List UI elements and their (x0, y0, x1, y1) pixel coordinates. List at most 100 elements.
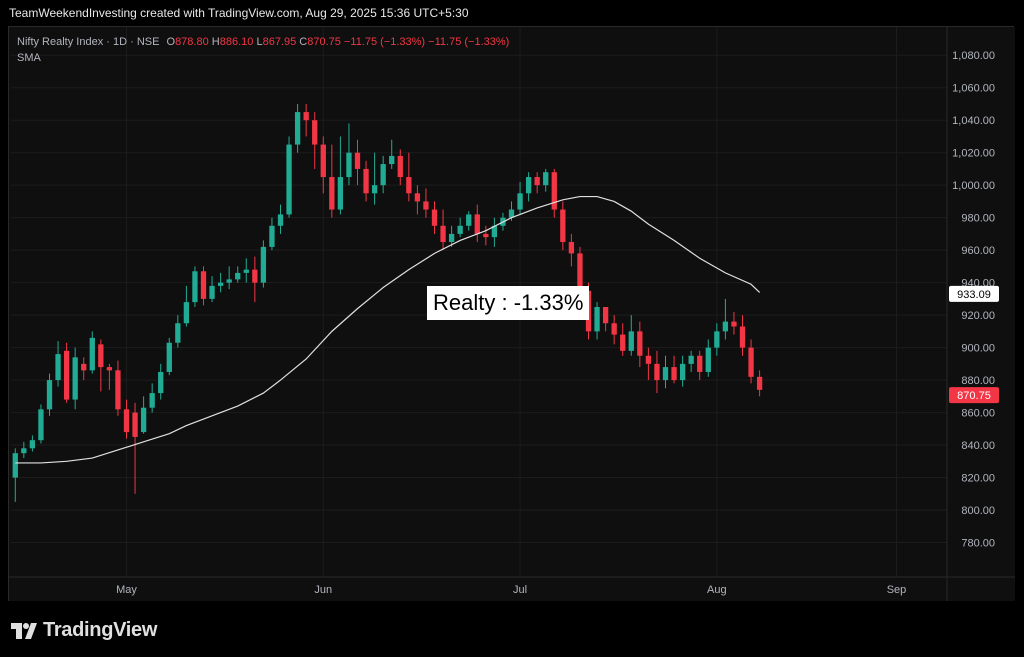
legend-indicator-row[interactable]: SMA (17, 50, 509, 66)
candle-body (294, 112, 301, 145)
candle-body (354, 152, 361, 169)
candle-body (654, 363, 660, 381)
y-tick-label: 980.00 (961, 213, 995, 225)
candle-body (423, 201, 429, 210)
tradingview-logo-text: TradingView (43, 619, 158, 641)
candle-body (568, 242, 575, 254)
legend-open-label: O (166, 36, 176, 48)
candle-body (55, 354, 61, 381)
candle-body (329, 177, 335, 210)
candle-body (81, 363, 87, 371)
candle-body (209, 285, 215, 299)
candle-body (748, 347, 754, 377)
candle-body (594, 307, 600, 332)
y-tick-label: 800.00 (961, 505, 995, 517)
realty-annotation: Realty : -1.33% (427, 286, 590, 320)
candle-body (346, 152, 352, 178)
candle-body (89, 337, 95, 371)
legend-sma-label[interactable]: SMA (17, 52, 41, 64)
candle-body (38, 409, 44, 441)
candle-body (260, 246, 267, 283)
candle-body (714, 331, 720, 348)
candle-body (29, 440, 36, 449)
candle-body (628, 331, 634, 351)
candle-body (517, 193, 523, 210)
legend-high-label: H (211, 36, 220, 48)
candle-body (705, 347, 711, 372)
chart-legend: Nifty Realty Index · 1D · NSE O878.80 H8… (17, 34, 509, 66)
y-tick-label: 820.00 (961, 473, 995, 485)
candle-body (63, 350, 70, 400)
x-tick-label: Aug (707, 584, 727, 596)
sma-value-tag-bg (949, 285, 999, 302)
candle-body (756, 376, 763, 390)
candle-body (543, 172, 549, 186)
candle-body (739, 326, 746, 348)
candle-body (277, 214, 284, 226)
y-tick-label: 1,020.00 (952, 148, 995, 160)
y-tick-label: 1,000.00 (952, 180, 995, 192)
candle-body (303, 112, 309, 121)
candle-body (577, 253, 583, 291)
candle-body (483, 233, 489, 238)
candle-body (286, 144, 292, 215)
y-tick-label: 880.00 (961, 375, 995, 387)
candle-body (46, 380, 53, 410)
candle-body (466, 214, 472, 226)
attribution-text: TeamWeekendInvesting created with Tradin… (9, 6, 469, 20)
candle-body (722, 321, 729, 332)
x-tick-label: May (116, 584, 137, 596)
y-tick-label: 960.00 (961, 245, 995, 257)
candle-body (414, 193, 421, 202)
last-price-tag-bg (949, 387, 999, 404)
candle-body (363, 168, 369, 194)
candle-body (474, 214, 480, 234)
sma-value-tag: 933.09 (957, 289, 991, 301)
candle-body (337, 177, 344, 210)
candle-body (620, 334, 626, 351)
candle-body (217, 282, 224, 286)
candle-body (508, 209, 515, 218)
y-tick-label: 840.00 (961, 440, 995, 452)
candle-body (457, 225, 463, 234)
candle-body (645, 355, 652, 364)
legend-symbol[interactable]: Nifty Realty Index · 1D · NSE (17, 36, 160, 48)
candle-body (320, 144, 326, 178)
candle-body (525, 177, 532, 194)
candle-body (312, 120, 318, 145)
candle-body (560, 209, 566, 243)
candle-body (491, 225, 498, 238)
chart-frame[interactable]: 780.00 800.00 820.00 840.00 860.00 880.00 900.… (8, 26, 1015, 602)
candle-body (235, 272, 241, 280)
legend-ohlc-row: Nifty Realty Index · 1D · NSE O878.80 H8… (17, 34, 509, 50)
candle-body (637, 331, 643, 356)
candle-body (431, 209, 438, 226)
legend-low-value: 867.95 (262, 36, 297, 48)
candle-body (389, 155, 395, 165)
y-tick-label: 920.00 (961, 310, 995, 322)
tradingview-logo-icon (11, 622, 37, 639)
x-tick-label: Jul (513, 584, 527, 596)
legend-change: −11.75 (−1.33%) (343, 36, 426, 48)
legend-close-value: 870.75 (307, 36, 341, 48)
candle-body (671, 367, 677, 381)
legend-change-repeat: −11.75 (−1.33%) (428, 36, 510, 48)
y-tick-label: 1,080.00 (952, 50, 995, 62)
footer: TradingView (0, 601, 1024, 657)
header-bar: TeamWeekendInvesting created with Tradin… (0, 0, 1024, 26)
y-tick-label: 860.00 (961, 408, 995, 420)
legend-low-label: L (256, 36, 263, 48)
candle-body (123, 409, 130, 433)
candle-body (731, 321, 737, 327)
candle-body (448, 233, 455, 243)
tradingview-logo[interactable]: TradingView (11, 619, 157, 642)
candle-body (534, 177, 540, 186)
y-tick-label: 1,060.00 (952, 83, 995, 95)
candle-body (106, 367, 113, 371)
candle-body (115, 370, 121, 410)
candle-body (98, 344, 104, 368)
candle-body (226, 279, 232, 283)
candle-body (183, 302, 190, 324)
candle-body (200, 271, 207, 299)
candle-body (149, 393, 155, 408)
